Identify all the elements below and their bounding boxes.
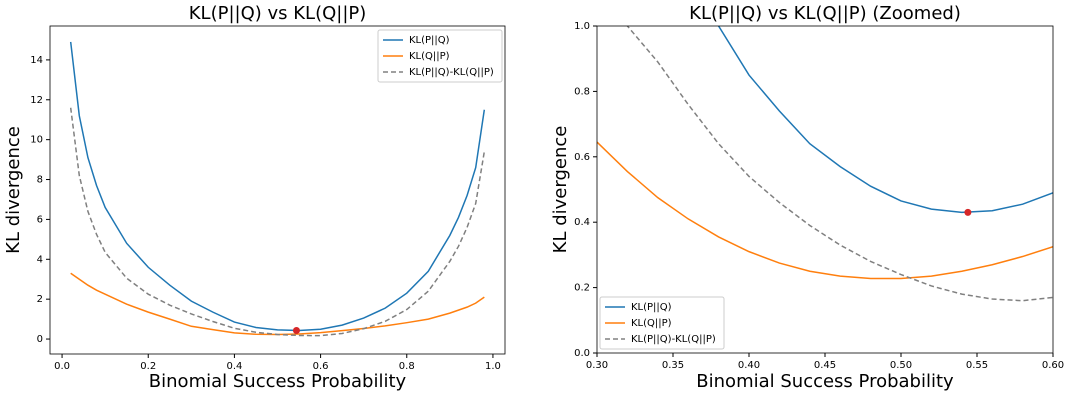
line-series [717,26,1053,214]
axes-frame [596,25,1054,354]
x-tick-label: 0.4 [226,361,242,372]
y-axis-label: KL divergence [3,126,24,254]
x-tick-label: 0.6 [313,361,329,372]
legend: KL(P||Q) KL(Q||P) KL(P||Q)-KL(Q||P) [377,29,503,83]
y-tick-label: 1.0 [574,21,590,32]
line-series [69,107,486,337]
y-tick-label: 12 [30,95,43,106]
y-axis-label: KL divergence [550,126,571,254]
y-tick-label: 0.4 [574,217,590,228]
chart-title: KL(P||Q) vs KL(Q||P) (Zoomed) [689,3,961,24]
y-tick-label: 2 [37,294,43,305]
axes-frame [49,25,506,355]
x-axis-label: Binomial Success Probability [696,371,954,392]
y-tick-label: 0.2 [574,283,590,294]
y-tick-label: 14 [30,55,43,66]
x-tick-label: 0.30 [586,360,608,371]
x-tick-label: 0.50 [890,360,912,371]
y-tick-label: 0.6 [574,152,590,163]
legend-label: KL(P||Q)-KL(Q||P) [409,67,494,78]
plot-area [69,41,486,337]
line-series [597,141,1053,280]
y-tick-label: 4 [37,254,43,265]
y-tick-label: 6 [37,214,43,225]
legend: KL(P||Q) KL(Q||P) KL(P||Q)-KL(Q||P) [599,296,725,350]
chart: KL(P||Q) vs KL(Q||P) (Zoomed) Binomial Su… [550,3,1064,392]
x-tick-label: 0.60 [1042,360,1064,371]
legend-box [377,29,503,83]
x-tick-label: 0.55 [966,360,988,371]
legend-label: KL(P||Q) [409,35,450,46]
y-tick-label: 0.0 [574,348,590,359]
y-tick-label: 10 [30,135,43,146]
x-tick-label: 0.40 [738,360,760,371]
point [964,208,972,216]
line-series [626,26,1053,302]
legend-label: KL(P||Q) [631,302,672,313]
line-series [69,41,486,332]
line-series [70,272,485,336]
x-tick-label: 0.0 [54,361,70,372]
point [292,326,300,334]
x-tick-label: 0.8 [399,361,415,372]
legend-label: KL(Q||P) [631,318,672,329]
legend-label: KL(P||Q)-KL(Q||P) [631,334,716,345]
x-axis-label: Binomial Success Probability [149,371,407,392]
plot-area [597,26,1053,302]
legend-box [599,296,725,350]
x-tick-label: 0.35 [662,360,684,371]
x-tick-label: 0.45 [814,360,836,371]
x-tick-label: 1.0 [485,361,501,372]
chart-title: KL(P||Q) vs KL(Q||P) [189,3,367,24]
y-tick-label: 8 [37,175,43,186]
x-tick-label: 0.2 [140,361,156,372]
chart: KL(P||Q) vs KL(Q||P) Binomial Success Pro… [3,3,506,392]
legend-label: KL(Q||P) [409,51,450,62]
y-tick-label: 0 [37,334,43,345]
y-tick-label: 0.8 [574,86,590,97]
